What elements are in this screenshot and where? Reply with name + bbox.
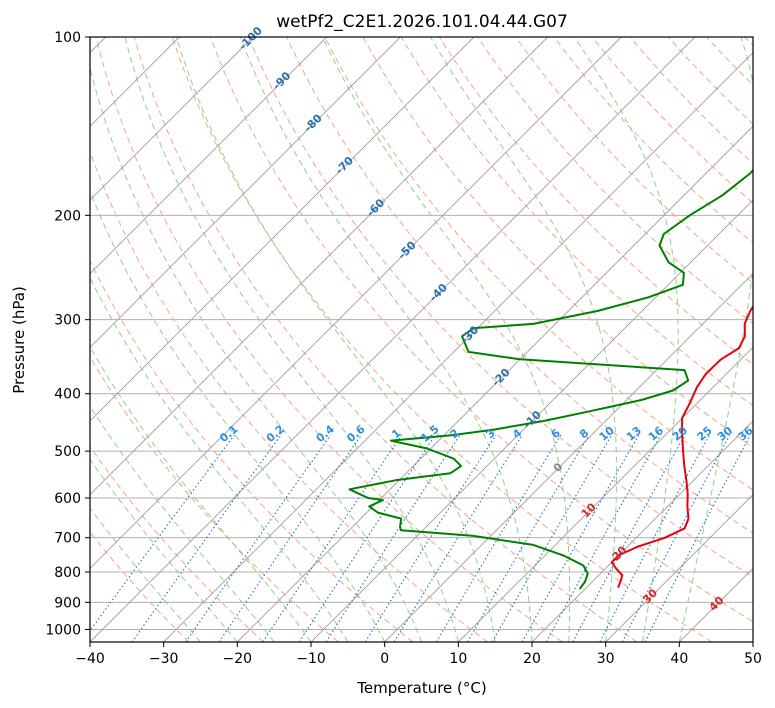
mixing-ratio-line	[467, 434, 590, 642]
moist-adiabat	[322, 37, 571, 642]
moist-adiabat	[175, 37, 496, 642]
mixing-ratio-line	[521, 434, 640, 642]
x-tick-label: 0	[380, 651, 389, 667]
y-tick-label: 400	[54, 387, 81, 403]
axis-ticks: −40 −30 −20 −10 0 10 20 30 40 50 100 200 300 400 500 60…	[45, 30, 762, 667]
x-tick-label: −10	[296, 651, 326, 667]
mixing-ratio-line	[325, 434, 461, 642]
skewed-isotherm	[384, 273, 753, 642]
x-axis-title: Temperature (°C)	[356, 679, 486, 697]
x-tick-label: 20	[523, 651, 541, 667]
skewed-isotherm	[310, 199, 753, 642]
dry-adiabat	[324, 37, 753, 491]
skewed-isotherm	[90, 37, 696, 642]
y-tick-label: 100	[54, 30, 81, 46]
moist-adiabat	[90, 65, 422, 642]
skewed-isotherm	[237, 125, 753, 642]
mixing-ratio-line	[364, 434, 497, 642]
dry-adiabat	[248, 37, 753, 578]
y-tick-label: 800	[54, 565, 81, 581]
y-tick-label: 600	[54, 491, 81, 507]
sounding-profiles	[348, 168, 753, 590]
moist-adiabat	[90, 276, 349, 642]
moist-adiabat	[239, 37, 533, 642]
moist-adiabat	[678, 37, 753, 642]
moist-adiabat	[430, 37, 617, 642]
moist-adiabat	[124, 37, 459, 642]
moist-adiabat	[90, 189, 386, 642]
mixing-ratio-line	[90, 434, 235, 632]
skewed-isotherm	[458, 346, 753, 642]
y-tick-label: 200	[54, 208, 81, 224]
skewed-isotherm	[90, 37, 254, 201]
skewed-isotherm	[605, 494, 753, 642]
y-tick-label: 300	[54, 313, 81, 329]
chart-title: wetPf2_C2E1.2026.101.04.44.G07	[276, 12, 568, 32]
plot-frame	[89, 36, 754, 643]
dry-adiabat	[90, 259, 414, 642]
y-tick-label: 1000	[45, 622, 81, 638]
mixing-ratio-line	[185, 434, 332, 642]
skewed-isotherms	[90, 37, 753, 642]
y-axis-title: Pressure (hPa)	[10, 286, 28, 394]
skewed-isotherm	[90, 37, 548, 496]
skewed-isotherm	[531, 420, 753, 642]
skewed-isotherm	[90, 37, 475, 422]
x-tick-label: −30	[149, 651, 179, 667]
mixing-ratio-line	[491, 434, 613, 642]
dry-adiabat	[90, 445, 264, 642]
x-tick-label: 50	[744, 651, 762, 667]
dry-adiabat	[515, 37, 753, 284]
skewed-isotherm	[90, 37, 622, 569]
moist-adiabat	[574, 37, 679, 642]
mixing-ratio-line	[545, 434, 662, 642]
moist-adiabat	[90, 507, 201, 642]
mixing-ratio-line	[621, 434, 731, 642]
dry-adiabats	[90, 37, 753, 642]
dry-adiabat	[171, 37, 712, 642]
x-tick-label: 40	[670, 651, 688, 667]
dry-adiabat	[95, 37, 563, 642]
skewed-isotherm	[163, 52, 753, 642]
mixing-ratio-line	[644, 434, 751, 642]
mixing-ratio-line	[393, 434, 523, 642]
mixing-ratio-line	[572, 434, 686, 642]
dewpoint-line	[348, 168, 753, 590]
mixing-ratio-line	[435, 434, 562, 642]
y-tick-label: 500	[54, 444, 81, 460]
skewed-isotherm	[90, 37, 327, 275]
temperature-line	[610, 304, 753, 588]
x-tick-label: 30	[597, 651, 615, 667]
dry-adiabat	[210, 37, 753, 623]
x-tick-label: −40	[75, 651, 105, 667]
y-tick-label: 700	[54, 531, 81, 547]
mixing-ratio-line	[218, 434, 362, 642]
dry-adiabat	[90, 356, 339, 642]
skewed-isotherm	[90, 37, 401, 348]
dry-adiabat	[133, 37, 638, 642]
moist-adiabat	[90, 458, 238, 642]
dry-adiabat	[286, 37, 753, 534]
y-tick-label: 900	[54, 595, 81, 611]
x-tick-label: −20	[223, 651, 253, 667]
mixing-ratio-lines	[90, 434, 751, 642]
moist-adiabat	[90, 405, 275, 642]
x-tick-label: 10	[449, 651, 467, 667]
